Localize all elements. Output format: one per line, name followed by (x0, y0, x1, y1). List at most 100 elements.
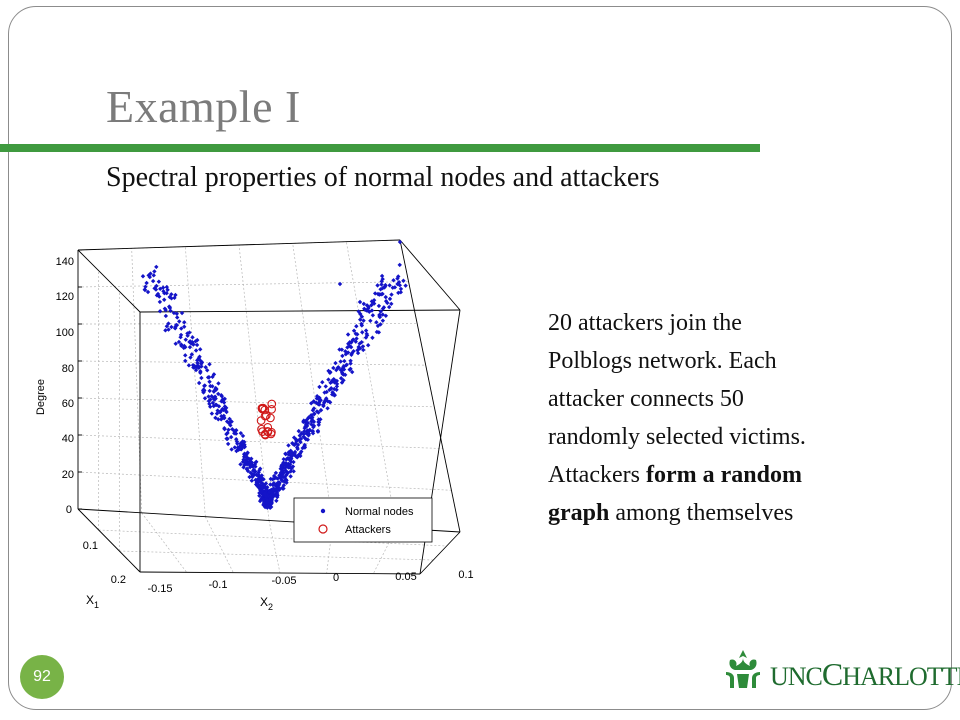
normal-node-point (238, 430, 244, 436)
attacker-point (266, 413, 275, 423)
normal-node-point (281, 483, 287, 488)
legend-marker-attacker (318, 524, 328, 534)
chart-grid (77, 239, 452, 574)
normal-node-point (310, 415, 315, 420)
normal-node-point (143, 284, 148, 289)
normal-node-point (238, 444, 243, 449)
x1-axis-label: X1 (86, 593, 99, 610)
normal-node-point (297, 433, 302, 438)
normal-node-point (383, 282, 388, 288)
attackers-series (256, 399, 277, 440)
normal-node-point (303, 437, 309, 442)
normal-node-point (354, 336, 359, 341)
normal-node-point (191, 365, 196, 370)
normal-node-point (390, 285, 395, 290)
x1-axis-label-sub: 1 (94, 600, 99, 610)
normal-node-point (355, 348, 360, 353)
description-text: among themselves (609, 500, 794, 526)
normal-node-point (310, 429, 315, 434)
normal-node-point (403, 283, 408, 288)
normal-node-point (228, 423, 233, 428)
normal-node-point (333, 360, 338, 366)
normal-node-point (301, 434, 306, 439)
slide-frame (8, 6, 952, 710)
logo-wordmark: UNCCHARLOTTE (770, 656, 960, 693)
description-line: 20 attackers join the (548, 310, 742, 336)
normal-node-point (255, 473, 261, 478)
normal-node-point (194, 342, 200, 348)
normal-node-point (187, 344, 193, 350)
normal-node-point (359, 314, 365, 319)
normal-node-point (195, 363, 200, 368)
normal-node-point (268, 496, 273, 501)
normal-node-point (296, 428, 301, 434)
normal-node-point (195, 360, 200, 366)
normal-node-point (199, 364, 204, 369)
normal-node-point (284, 480, 289, 485)
floor-grid-line (119, 550, 434, 561)
normal-node-point (173, 322, 179, 328)
legend-box (293, 497, 433, 543)
x1-tick-label: 0.1 (83, 540, 98, 552)
normal-node-point (190, 335, 195, 340)
normal-node-point (349, 369, 355, 375)
normal-node-point (279, 464, 284, 469)
normal-node-point (258, 497, 264, 502)
normal-node-point (375, 283, 380, 288)
normal-node-point (331, 365, 336, 371)
normal-node-point (182, 320, 187, 325)
normal-node-point (363, 328, 369, 333)
normal-node-point (247, 474, 252, 480)
normal-node-point (193, 348, 199, 353)
normal-node-point (298, 436, 304, 442)
normal-node-point (209, 411, 215, 416)
x2-tick-label: -0.15 (147, 583, 172, 595)
normal-node-point (274, 487, 279, 492)
normal-node-point (171, 310, 177, 316)
normal-node-point (252, 469, 257, 474)
box-edge (77, 249, 141, 313)
normal-node-point (166, 321, 171, 326)
normal-node-point (369, 308, 375, 313)
logo-text-prefix: UNC (770, 662, 823, 691)
normal-node-point (343, 349, 348, 354)
normal-node-point (285, 470, 291, 475)
normal-node-point (295, 446, 300, 452)
normal-node-point (241, 457, 246, 462)
normal-node-point (209, 394, 214, 399)
legend-label-normal: Normal nodes (345, 506, 414, 518)
normal-node-point (216, 381, 221, 386)
normal-node-point (343, 363, 349, 368)
normal-node-point (383, 294, 388, 300)
box-edge (77, 239, 401, 251)
normal-node-point (379, 273, 385, 279)
normal-node-point (298, 439, 303, 445)
normal-node-point (210, 374, 215, 380)
normal-node-point (297, 451, 303, 456)
z-tick-labels: 140 120 100 80 60 40 20 0 (56, 256, 74, 516)
normal-node-point (357, 346, 363, 351)
normal-node-point (398, 286, 404, 292)
normal-node-point (177, 319, 182, 324)
normal-node-point (207, 388, 212, 394)
normal-node-point (216, 391, 221, 397)
normal-node-point (294, 438, 299, 443)
normal-node-point (173, 292, 178, 298)
normal-node-point (361, 347, 366, 353)
normal-node-point (202, 396, 208, 401)
normal-node-point (164, 291, 169, 296)
normal-node-point (162, 291, 167, 296)
normal-node-point (202, 383, 208, 388)
normal-node-point (320, 379, 325, 385)
x2-tick-label: 0.05 (395, 571, 416, 583)
normal-node-point (235, 441, 240, 446)
normal-node-point (361, 301, 367, 307)
normal-node-point (181, 345, 187, 351)
vertical-grid-line (184, 246, 206, 517)
normal-node-point (291, 469, 296, 474)
normal-node-point (211, 372, 217, 377)
x1-tick-label: 0.2 (111, 574, 126, 586)
floor-grid-line (268, 520, 281, 574)
normal-node-point (238, 462, 243, 467)
normal-node-point (275, 494, 280, 500)
